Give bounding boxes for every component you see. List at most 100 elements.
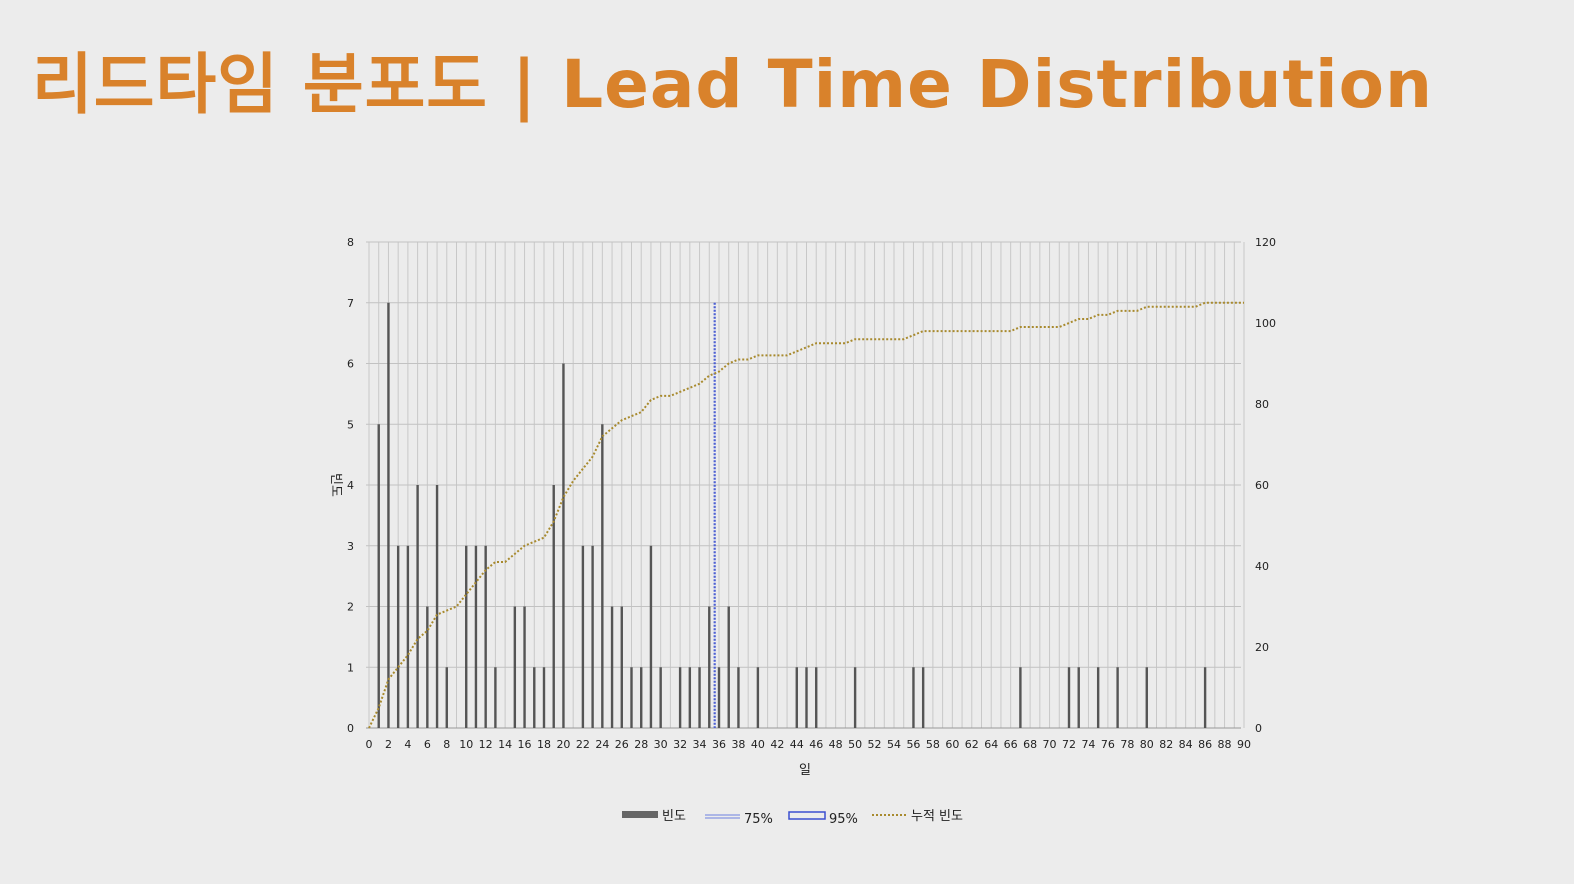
frequency-bar (853, 667, 857, 728)
x-tick-label: 36 (712, 738, 726, 751)
frequency-bar (484, 545, 487, 728)
x-tick-label: 52 (868, 738, 882, 751)
chart-grid (366, 241, 1245, 729)
x-tick-label: 2 (385, 738, 392, 751)
x-tick-label: 10 (459, 738, 473, 751)
y-tick-label: 6 (347, 358, 354, 371)
frequency-bar (513, 606, 517, 728)
y-tick-label: 7 (347, 297, 354, 310)
frequency-bar (1077, 667, 1080, 728)
frequency-bar (435, 485, 439, 728)
frequency-bar (912, 667, 915, 728)
y-tick-label: 1 (347, 661, 354, 674)
x-tick-label: 14 (498, 738, 512, 751)
frequency-bar (377, 424, 380, 728)
y-tick-label: 0 (347, 722, 354, 735)
frequency-bar (727, 606, 730, 728)
x-tick-label: 44 (790, 738, 804, 751)
x-tick-label: 84 (1179, 738, 1193, 751)
y2-tick-label: 0 (1255, 722, 1262, 735)
frequency-bar (591, 545, 594, 728)
frequency-bar (737, 667, 740, 728)
legend-label-95: 95% (829, 812, 858, 827)
chart-legend: 빈도 75% 95% 누적 빈도 (622, 809, 963, 827)
x-axis-title: 일 (799, 763, 811, 778)
y-tick-label: 3 (347, 540, 354, 553)
x-tick-label: 16 (518, 738, 532, 751)
x-tick-label: 26 (615, 738, 629, 751)
frequency-bar (620, 606, 623, 728)
y2-tick-label: 120 (1255, 236, 1276, 249)
x-tick-label: 70 (1043, 738, 1057, 751)
frequency-bar (426, 606, 429, 728)
x-tick-label: 50 (848, 738, 862, 751)
x-tick-label: 48 (829, 738, 843, 751)
frequency-bar (659, 667, 662, 728)
x-tick-label: 28 (634, 738, 648, 751)
x-tick-label: 24 (595, 738, 609, 751)
frequency-bar (581, 545, 585, 728)
y-tick-label: 2 (347, 601, 354, 614)
y2-tick-label: 60 (1255, 479, 1269, 492)
x-tick-label: 74 (1081, 738, 1095, 751)
axis-ticks: 0 2 4 6 8 10 12 14 16 18 20 22 24 26 28 30 32 34 36 38 40 42 4… (347, 236, 1276, 751)
x-tick-label: 58 (926, 738, 940, 751)
x-tick-label: 8 (443, 738, 450, 751)
frequency-bar (717, 667, 721, 728)
frequency-bar (445, 667, 448, 728)
frequency-bar (601, 424, 604, 728)
y2-tick-label: 80 (1255, 398, 1269, 411)
frequency-bar (406, 545, 410, 728)
frequency-bar (756, 667, 760, 728)
x-tick-label: 68 (1023, 738, 1037, 751)
x-tick-label: 56 (906, 738, 920, 751)
x-tick-label: 42 (770, 738, 784, 751)
x-tick-label: 32 (673, 738, 687, 751)
y-tick-label: 4 (347, 479, 354, 492)
x-tick-label: 64 (984, 738, 998, 751)
x-tick-label: 78 (1120, 738, 1134, 751)
frequency-bar (396, 545, 400, 728)
x-tick-label: 0 (366, 738, 373, 751)
frequency-bar (708, 606, 711, 728)
x-tick-label: 54 (887, 738, 901, 751)
frequency-bar (562, 363, 565, 728)
frequency-bar (465, 545, 468, 728)
frequency-bar (1203, 667, 1207, 728)
frequency-bar (678, 667, 682, 728)
frequency-bar (649, 545, 653, 728)
frequency-bar (610, 606, 614, 728)
x-tick-label: 90 (1237, 738, 1251, 751)
x-tick-label: 62 (965, 738, 979, 751)
frequency-bar (630, 667, 633, 728)
x-tick-label: 6 (424, 738, 431, 751)
frequency-bars (377, 302, 1207, 728)
x-tick-label: 82 (1159, 738, 1173, 751)
frequency-bar (1116, 667, 1119, 728)
frequency-bar (416, 485, 419, 728)
x-tick-label: 66 (1004, 738, 1018, 751)
legend-label-frequency: 빈도 (662, 809, 686, 824)
cumulative-line (368, 301, 1244, 729)
x-tick-label: 76 (1101, 738, 1115, 751)
frequency-bar (387, 302, 390, 728)
x-tick-label: 4 (404, 738, 411, 751)
x-tick-label: 38 (731, 738, 745, 751)
x-tick-label: 86 (1198, 738, 1212, 751)
frequency-bar (1067, 667, 1071, 728)
frequency-bar (815, 667, 818, 728)
frequency-bar (552, 485, 555, 728)
x-tick-label: 18 (537, 738, 551, 751)
legend-label-75: 75% (744, 812, 773, 827)
legend-label-cumulative: 누적 빈도 (911, 809, 963, 824)
frequency-bar (533, 667, 536, 728)
legend-swatch-95 (788, 811, 826, 820)
y2-tick-label: 20 (1255, 641, 1269, 654)
x-tick-label: 12 (479, 738, 493, 751)
frequency-bar (921, 667, 925, 728)
frequency-bar (494, 667, 497, 728)
y-tick-label: 8 (347, 236, 354, 249)
frequency-bar (542, 667, 546, 728)
frequency-bar (805, 667, 808, 728)
